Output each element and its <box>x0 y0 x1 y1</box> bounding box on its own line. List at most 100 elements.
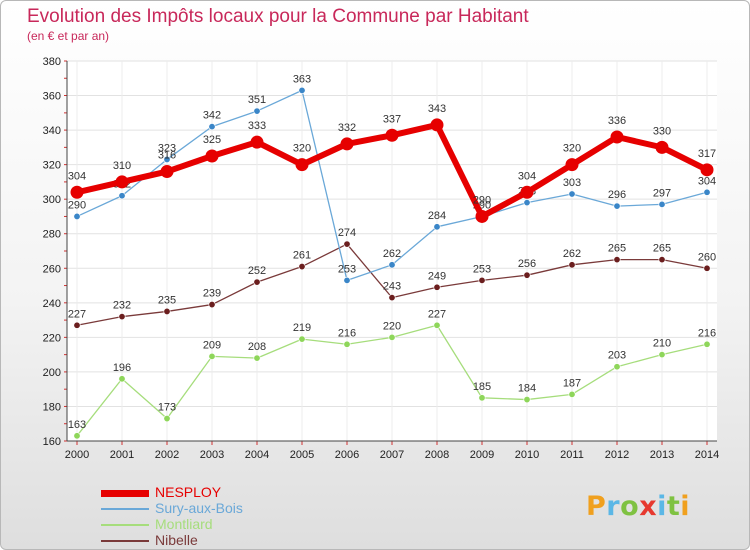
x-tick-label: 2010 <box>515 449 539 461</box>
x-tick-label: 2009 <box>470 449 494 461</box>
data-point-montliard <box>298 335 306 343</box>
legend-label-sury-aux-bois: Sury-aux-Bois <box>155 500 243 516</box>
data-point-nibelle <box>208 301 216 309</box>
data-label-nibelle: 260 <box>698 251 716 263</box>
y-tick-label: 240 <box>43 298 61 310</box>
data-point-nesploy <box>250 135 264 149</box>
y-tick-label: 320 <box>43 160 61 172</box>
data-label-nibelle: 253 <box>473 263 491 275</box>
legend-label-montliard: Montliard <box>155 516 213 532</box>
data-label-montliard: 220 <box>383 320 401 332</box>
x-tick-label: 2007 <box>380 449 404 461</box>
data-point-nibelle <box>118 313 126 321</box>
data-label-montliard: 216 <box>338 327 356 339</box>
data-point-nibelle <box>343 240 351 248</box>
data-point-nibelle <box>388 294 396 302</box>
data-point-nesploy <box>160 165 174 179</box>
data-label-nesploy: 316 <box>158 150 176 162</box>
data-point-montliard <box>208 352 216 360</box>
x-tick-label: 2000 <box>65 449 89 461</box>
data-point-nibelle <box>523 271 531 279</box>
data-label-nesploy: 337 <box>383 113 401 125</box>
data-label-sury-aux-bois: 363 <box>293 73 311 85</box>
data-label-nesploy: 330 <box>653 125 671 137</box>
logo-letter: t <box>666 491 681 522</box>
data-label-montliard: 187 <box>563 377 581 389</box>
data-label-nibelle: 235 <box>158 294 176 306</box>
data-point-sury-aux-bois <box>253 107 261 115</box>
data-point-montliard <box>118 375 126 383</box>
data-point-montliard <box>388 333 396 341</box>
series-nibelle: 227 232 235 239 252 261 274 243 249 253 256 262 265 2… <box>68 227 716 329</box>
data-label-nesploy: 304 <box>68 170 86 182</box>
data-point-montliard <box>523 396 531 404</box>
x-tick-label: 2001 <box>110 449 134 461</box>
series-nesploy: 304 310 316 325 333 320 332 337 343 290 304 320 336 3… <box>68 103 716 223</box>
data-label-nibelle: 249 <box>428 270 446 282</box>
data-point-montliard <box>478 394 486 402</box>
data-point-sury-aux-bois <box>388 261 396 269</box>
y-tick-label: 180 <box>43 401 61 413</box>
data-point-sury-aux-bois <box>163 155 171 163</box>
data-point-nesploy <box>430 118 444 132</box>
data-label-nesploy: 332 <box>338 122 356 134</box>
chart-title: Evolution des Impôts locaux pour la Comm… <box>27 6 529 27</box>
data-label-nesploy: 333 <box>248 120 266 132</box>
data-point-nesploy <box>565 158 579 172</box>
data-point-sury-aux-bois <box>658 200 666 208</box>
data-point-nibelle <box>433 283 441 291</box>
data-label-nibelle: 256 <box>518 258 536 270</box>
data-point-sury-aux-bois <box>703 188 711 196</box>
legend-swatch-montliard <box>101 524 149 526</box>
data-point-nibelle <box>253 278 261 286</box>
data-point-sury-aux-bois <box>433 223 441 231</box>
data-label-nibelle: 262 <box>563 248 581 260</box>
data-label-sury-aux-bois: 304 <box>698 175 716 187</box>
data-point-sury-aux-bois <box>613 202 621 210</box>
series-montliard: 163 196 173 209 208 219 216 220 227 185 184 187 203 2… <box>68 308 716 440</box>
data-point-nesploy <box>700 163 714 177</box>
legend-swatch-nesploy <box>101 490 149 497</box>
data-label-nesploy: 317 <box>698 148 716 160</box>
data-point-nibelle <box>613 256 621 264</box>
data-point-sury-aux-bois <box>298 86 306 94</box>
data-point-sury-aux-bois <box>523 199 531 207</box>
data-point-sury-aux-bois <box>343 276 351 284</box>
data-point-nesploy <box>115 175 129 189</box>
legend-item-montliard: Montliard <box>101 516 321 533</box>
data-point-nesploy <box>340 137 354 151</box>
data-point-nibelle <box>163 307 171 315</box>
y-tick-label: 340 <box>43 125 61 137</box>
logo-letter: r <box>606 491 621 522</box>
data-label-nibelle: 265 <box>608 243 626 255</box>
y-tick-label: 380 <box>43 56 61 68</box>
data-label-nibelle: 227 <box>68 308 86 320</box>
x-tick-label: 2005 <box>290 449 314 461</box>
data-label-montliard: 203 <box>608 350 626 362</box>
data-point-nesploy <box>295 158 309 172</box>
data-label-nesploy: 320 <box>293 143 311 155</box>
data-point-nibelle <box>298 263 306 271</box>
data-label-nesploy: 290 <box>473 194 491 206</box>
data-point-sury-aux-bois <box>208 123 216 131</box>
data-point-nesploy <box>520 185 534 199</box>
data-label-nibelle: 239 <box>203 288 221 300</box>
data-label-montliard: 184 <box>518 383 536 395</box>
data-label-nibelle: 243 <box>383 281 401 293</box>
y-tick-label: 200 <box>43 367 61 379</box>
legend: NESPLOY Sury-aux-Bois Montliard Nibelle <box>101 484 321 549</box>
data-point-sury-aux-bois <box>73 212 81 220</box>
data-label-sury-aux-bois: 262 <box>383 248 401 260</box>
x-tick-label: 2002 <box>155 449 179 461</box>
logo-letter: i <box>657 491 667 522</box>
legend-item-nibelle: Nibelle <box>101 532 321 549</box>
x-tick-label: 2003 <box>200 449 224 461</box>
x-tick-label: 2012 <box>605 449 629 461</box>
y-tick-label: 260 <box>43 263 61 275</box>
data-point-montliard <box>703 340 711 348</box>
data-label-nibelle: 265 <box>653 243 671 255</box>
data-label-montliard: 227 <box>428 308 446 320</box>
data-point-nesploy <box>205 149 219 163</box>
